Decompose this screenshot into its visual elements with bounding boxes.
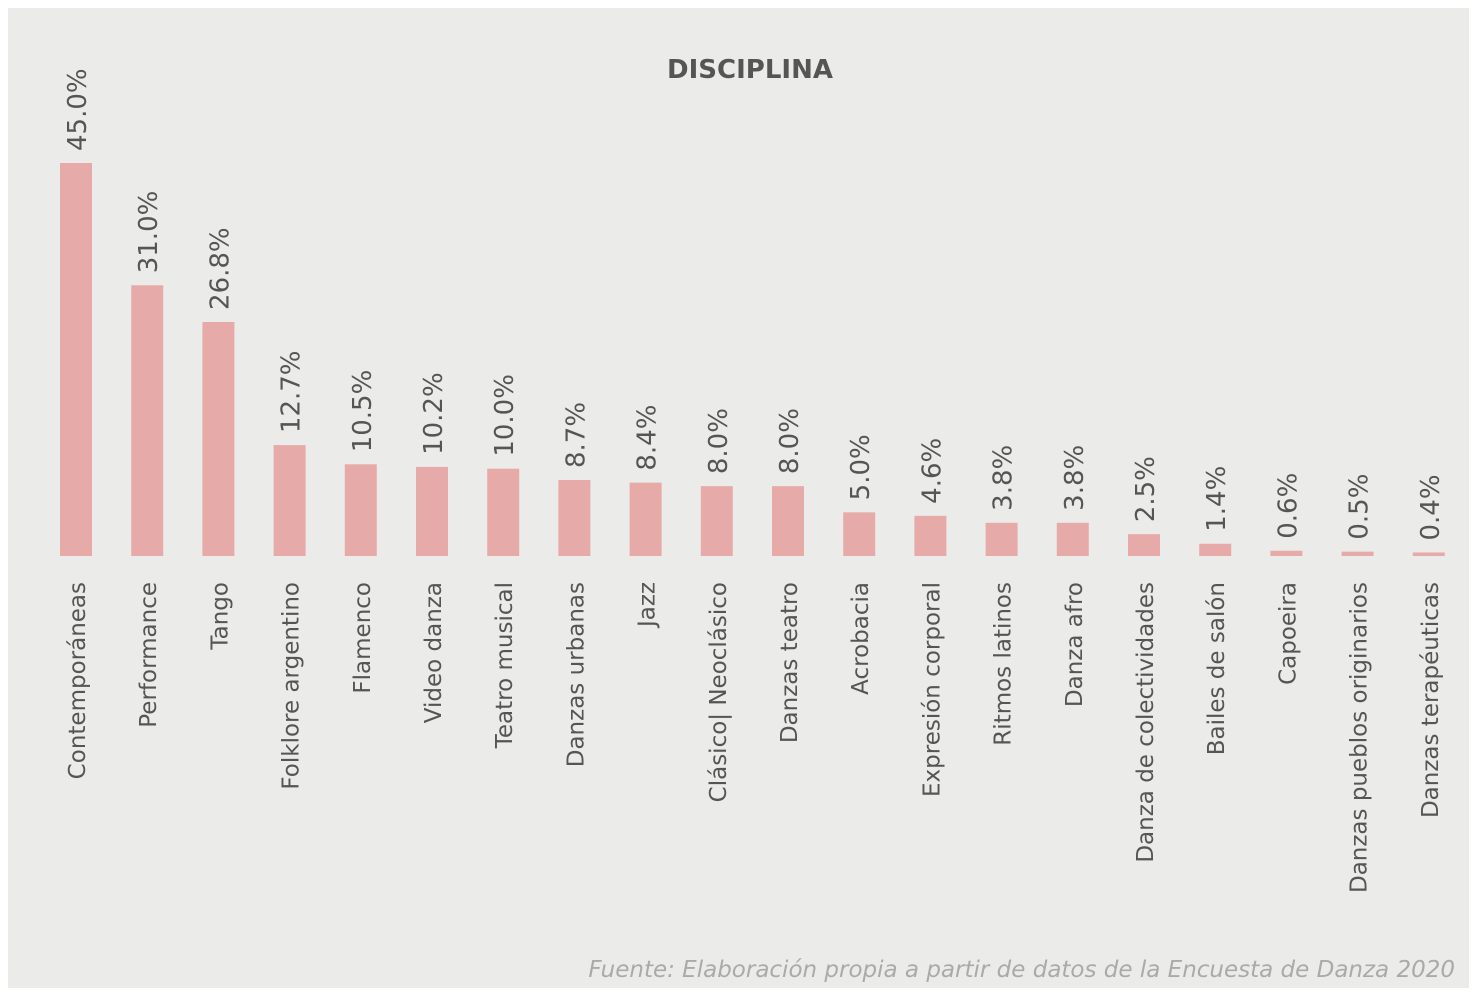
x-tick-label: Bailes de salón bbox=[1204, 582, 1230, 755]
x-tick-label: Danzas teatro bbox=[777, 582, 803, 743]
value-label: 5.0% bbox=[846, 434, 876, 500]
x-tick-label: Danza de colectividades bbox=[1133, 582, 1159, 863]
bar bbox=[131, 285, 164, 556]
value-label: 12.7% bbox=[277, 350, 307, 433]
value-label: 8.0% bbox=[775, 408, 805, 474]
x-tick-label: Capoeira bbox=[1275, 582, 1301, 685]
background bbox=[8, 8, 1469, 988]
value-label: 31.0% bbox=[134, 191, 164, 274]
value-label: 10.0% bbox=[490, 374, 520, 457]
x-tick-label: Danzas terapéuticas bbox=[1418, 582, 1444, 818]
value-label: 8.4% bbox=[633, 405, 663, 471]
bar bbox=[914, 515, 947, 556]
x-tick-label: Teatro musical bbox=[492, 582, 518, 749]
x-tick-label: Flamenco bbox=[350, 582, 376, 694]
x-tick-label: Danzas pueblos originarios bbox=[1347, 582, 1373, 893]
x-tick-label: Expresión corporal bbox=[919, 582, 945, 797]
value-label: 3.8% bbox=[1060, 445, 1090, 511]
value-label: 0.4% bbox=[1416, 474, 1446, 540]
value-label: 8.0% bbox=[704, 408, 734, 474]
value-label: 8.7% bbox=[561, 402, 591, 468]
bar bbox=[487, 468, 520, 556]
bar bbox=[1341, 551, 1374, 556]
value-label: 10.5% bbox=[348, 370, 378, 453]
x-tick-label: Video danza bbox=[421, 582, 447, 723]
x-tick-label: Ritmos latinos bbox=[991, 582, 1017, 746]
bar bbox=[772, 486, 804, 556]
bar bbox=[1270, 550, 1303, 556]
x-tick-label: Folklore argentino bbox=[279, 582, 305, 790]
bar bbox=[985, 522, 1018, 556]
value-label: 10.2% bbox=[419, 372, 449, 455]
value-label: 0.5% bbox=[1345, 474, 1375, 540]
x-tick-label: Acrobacia bbox=[848, 582, 874, 695]
bar bbox=[1412, 552, 1445, 556]
bar bbox=[629, 482, 662, 556]
bar bbox=[344, 464, 377, 556]
x-tick-label: Clásico| Neoclásico bbox=[706, 582, 732, 802]
source-note: Fuente: Elaboración propia a partir de d… bbox=[588, 957, 1455, 983]
bar bbox=[843, 512, 876, 556]
value-label: 2.5% bbox=[1131, 456, 1161, 522]
bar bbox=[700, 486, 733, 556]
value-label: 4.6% bbox=[917, 438, 947, 504]
x-tick-label: Jazz bbox=[635, 582, 661, 629]
value-label: 3.8% bbox=[989, 445, 1019, 511]
bar bbox=[273, 445, 306, 556]
x-tick-label: Danza afro bbox=[1062, 582, 1088, 707]
bar bbox=[1056, 522, 1089, 556]
bar bbox=[416, 466, 448, 556]
bar bbox=[1128, 534, 1160, 556]
bar bbox=[558, 480, 591, 556]
x-tick-label: Performance bbox=[136, 582, 162, 728]
bar bbox=[60, 163, 92, 556]
bar bbox=[1199, 543, 1232, 556]
value-label: 1.4% bbox=[1202, 466, 1232, 532]
x-tick-label: Contemporáneas bbox=[65, 582, 91, 779]
chart-title: DISCIPLINA bbox=[667, 55, 833, 85]
value-label: 45.0% bbox=[63, 68, 93, 151]
value-label: 26.8% bbox=[205, 227, 235, 310]
x-tick-label: Danzas urbanas bbox=[563, 582, 589, 767]
x-tick-label: Tango bbox=[207, 582, 233, 651]
bar bbox=[202, 321, 235, 556]
value-label: 0.6% bbox=[1273, 473, 1303, 539]
